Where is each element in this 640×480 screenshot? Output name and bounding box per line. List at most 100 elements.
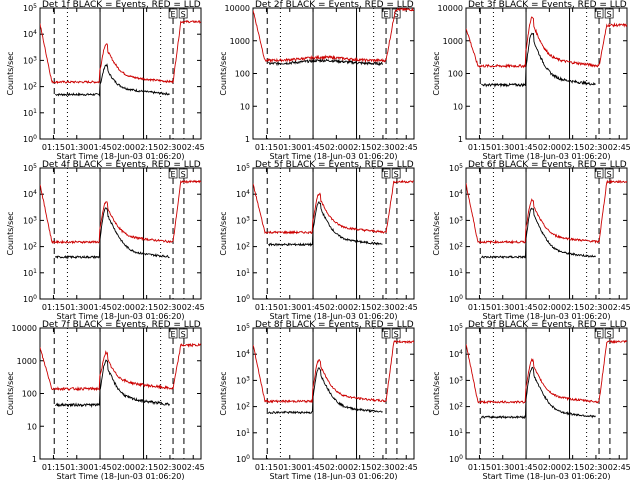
lld-series-line <box>466 16 627 69</box>
marker-label: E <box>597 10 602 19</box>
y-tick-label: 102 <box>23 82 37 92</box>
panel-title: Det 3f BLACK = Events, RED = LLD <box>468 0 627 10</box>
y-axis-label: Counts/sec <box>432 211 441 255</box>
x-tick-label: 02:45 <box>395 463 418 472</box>
y-tick-label: 103 <box>236 375 250 385</box>
panel-title: Det 5f BLACK = Events, RED = LLD <box>255 160 414 170</box>
x-tick-label: 01:15 <box>42 303 65 312</box>
x-tick-label: 01:30 <box>278 463 301 472</box>
x-tick-label: 02:45 <box>608 303 631 312</box>
plot-frame <box>39 7 202 140</box>
y-tick-label: 101 <box>449 428 463 438</box>
x-tick-label: 02:30 <box>584 303 607 312</box>
plot-frame <box>39 327 202 460</box>
y-tick-label: 1 <box>458 135 463 144</box>
lld-series-line <box>253 179 414 235</box>
x-tick-label: 02:15 <box>561 143 584 152</box>
x-tick-label: 02:00 <box>538 463 561 472</box>
marker-label: E <box>171 330 176 339</box>
y-tick-label: 104 <box>23 189 37 199</box>
marker-box <box>178 8 188 19</box>
y-tick-label: 105 <box>23 163 37 173</box>
y-tick-label: 102 <box>236 242 250 252</box>
x-tick-label: 02:30 <box>158 143 181 152</box>
y-tick-label: 1 <box>245 135 250 144</box>
marker-label: E <box>171 10 176 19</box>
y-axis-label: Counts/sec <box>432 51 441 95</box>
events-series-line <box>480 366 596 420</box>
marker-label: S <box>607 170 612 179</box>
y-axis-label: Counts/sec <box>432 371 441 415</box>
y-tick-label: 103 <box>23 55 37 65</box>
y-tick-label: 105 <box>23 3 37 13</box>
x-tick-label: 02:00 <box>112 143 135 152</box>
marker-label: E <box>171 170 176 179</box>
x-tick-label: 01:15 <box>42 463 65 472</box>
y-tick-label: 104 <box>236 189 250 199</box>
y-tick-label: 10 <box>240 102 250 111</box>
y-tick-label: 100 <box>449 454 463 464</box>
panel-title: Det 6f BLACK = Events, RED = LLD <box>468 160 627 170</box>
y-tick-label: 101 <box>236 428 250 438</box>
x-tick-label: 01:30 <box>491 143 514 152</box>
y-tick-label: 103 <box>449 375 463 385</box>
lld-series-line <box>253 339 414 404</box>
x-tick-label: 01:30 <box>278 303 301 312</box>
y-tick-label: 103 <box>236 215 250 225</box>
y-axis-label: Counts/sec <box>219 51 228 95</box>
x-tick-label: 01:15 <box>468 463 491 472</box>
y-tick-label: 10 <box>453 102 463 111</box>
plot-frame <box>465 327 628 460</box>
panel-title: Det 7f BLACK = Events, RED = LLD <box>42 320 201 330</box>
x-axis-label: Start Time (18-Jun-03 01:06:20) <box>270 152 398 161</box>
lld-series-line <box>466 339 627 405</box>
y-tick-label: 1000 <box>17 357 37 366</box>
events-series-line <box>55 359 170 408</box>
x-tick-label: 02:30 <box>158 303 181 312</box>
y-tick-label: 100 <box>448 70 463 79</box>
y-tick-label: 102 <box>23 242 37 252</box>
y-tick-label: 105 <box>236 323 250 333</box>
marker-box <box>604 168 614 179</box>
x-tick-label: 01:30 <box>491 303 514 312</box>
y-axis-label: Counts/sec <box>219 211 228 255</box>
events-series-line <box>481 207 596 260</box>
x-tick-label: 02:15 <box>135 143 158 152</box>
marker-label: S <box>181 330 186 339</box>
marker-label: S <box>607 330 612 339</box>
marker-box <box>594 328 604 339</box>
marker-box <box>594 8 604 19</box>
events-series-line <box>267 367 383 415</box>
x-tick-label: 01:15 <box>42 143 65 152</box>
x-tick-label: 02:45 <box>395 143 418 152</box>
y-tick-label: 10000 <box>12 324 37 333</box>
panel-title: Det 9f BLACK = Events, RED = LLD <box>468 320 627 330</box>
x-tick-label: 02:00 <box>538 143 561 152</box>
y-tick-label: 104 <box>449 349 463 359</box>
marker-label: E <box>597 330 602 339</box>
x-tick-label: 02:15 <box>135 463 158 472</box>
marker-label: S <box>394 170 399 179</box>
y-tick-label: 105 <box>449 163 463 173</box>
events-series-line <box>481 32 596 88</box>
y-tick-label: 10000 <box>225 4 250 13</box>
y-tick-label: 101 <box>449 268 463 278</box>
marker-label: E <box>384 330 389 339</box>
x-tick-label: 02:30 <box>371 143 394 152</box>
y-tick-label: 100 <box>22 390 37 399</box>
x-tick-label: 01:45 <box>89 143 112 152</box>
x-tick-label: 02:15 <box>135 303 158 312</box>
x-tick-label: 01:15 <box>255 463 278 472</box>
x-tick-label: 01:45 <box>302 303 325 312</box>
y-axis-label: Counts/sec <box>219 371 228 415</box>
marker-label: S <box>394 10 399 19</box>
x-tick-label: 02:30 <box>158 463 181 472</box>
y-tick-label: 101 <box>23 108 37 118</box>
events-series-line <box>268 58 383 67</box>
x-axis-label: Start Time (18-Jun-03 01:06:20) <box>483 312 611 321</box>
lld-series-line <box>466 179 627 245</box>
